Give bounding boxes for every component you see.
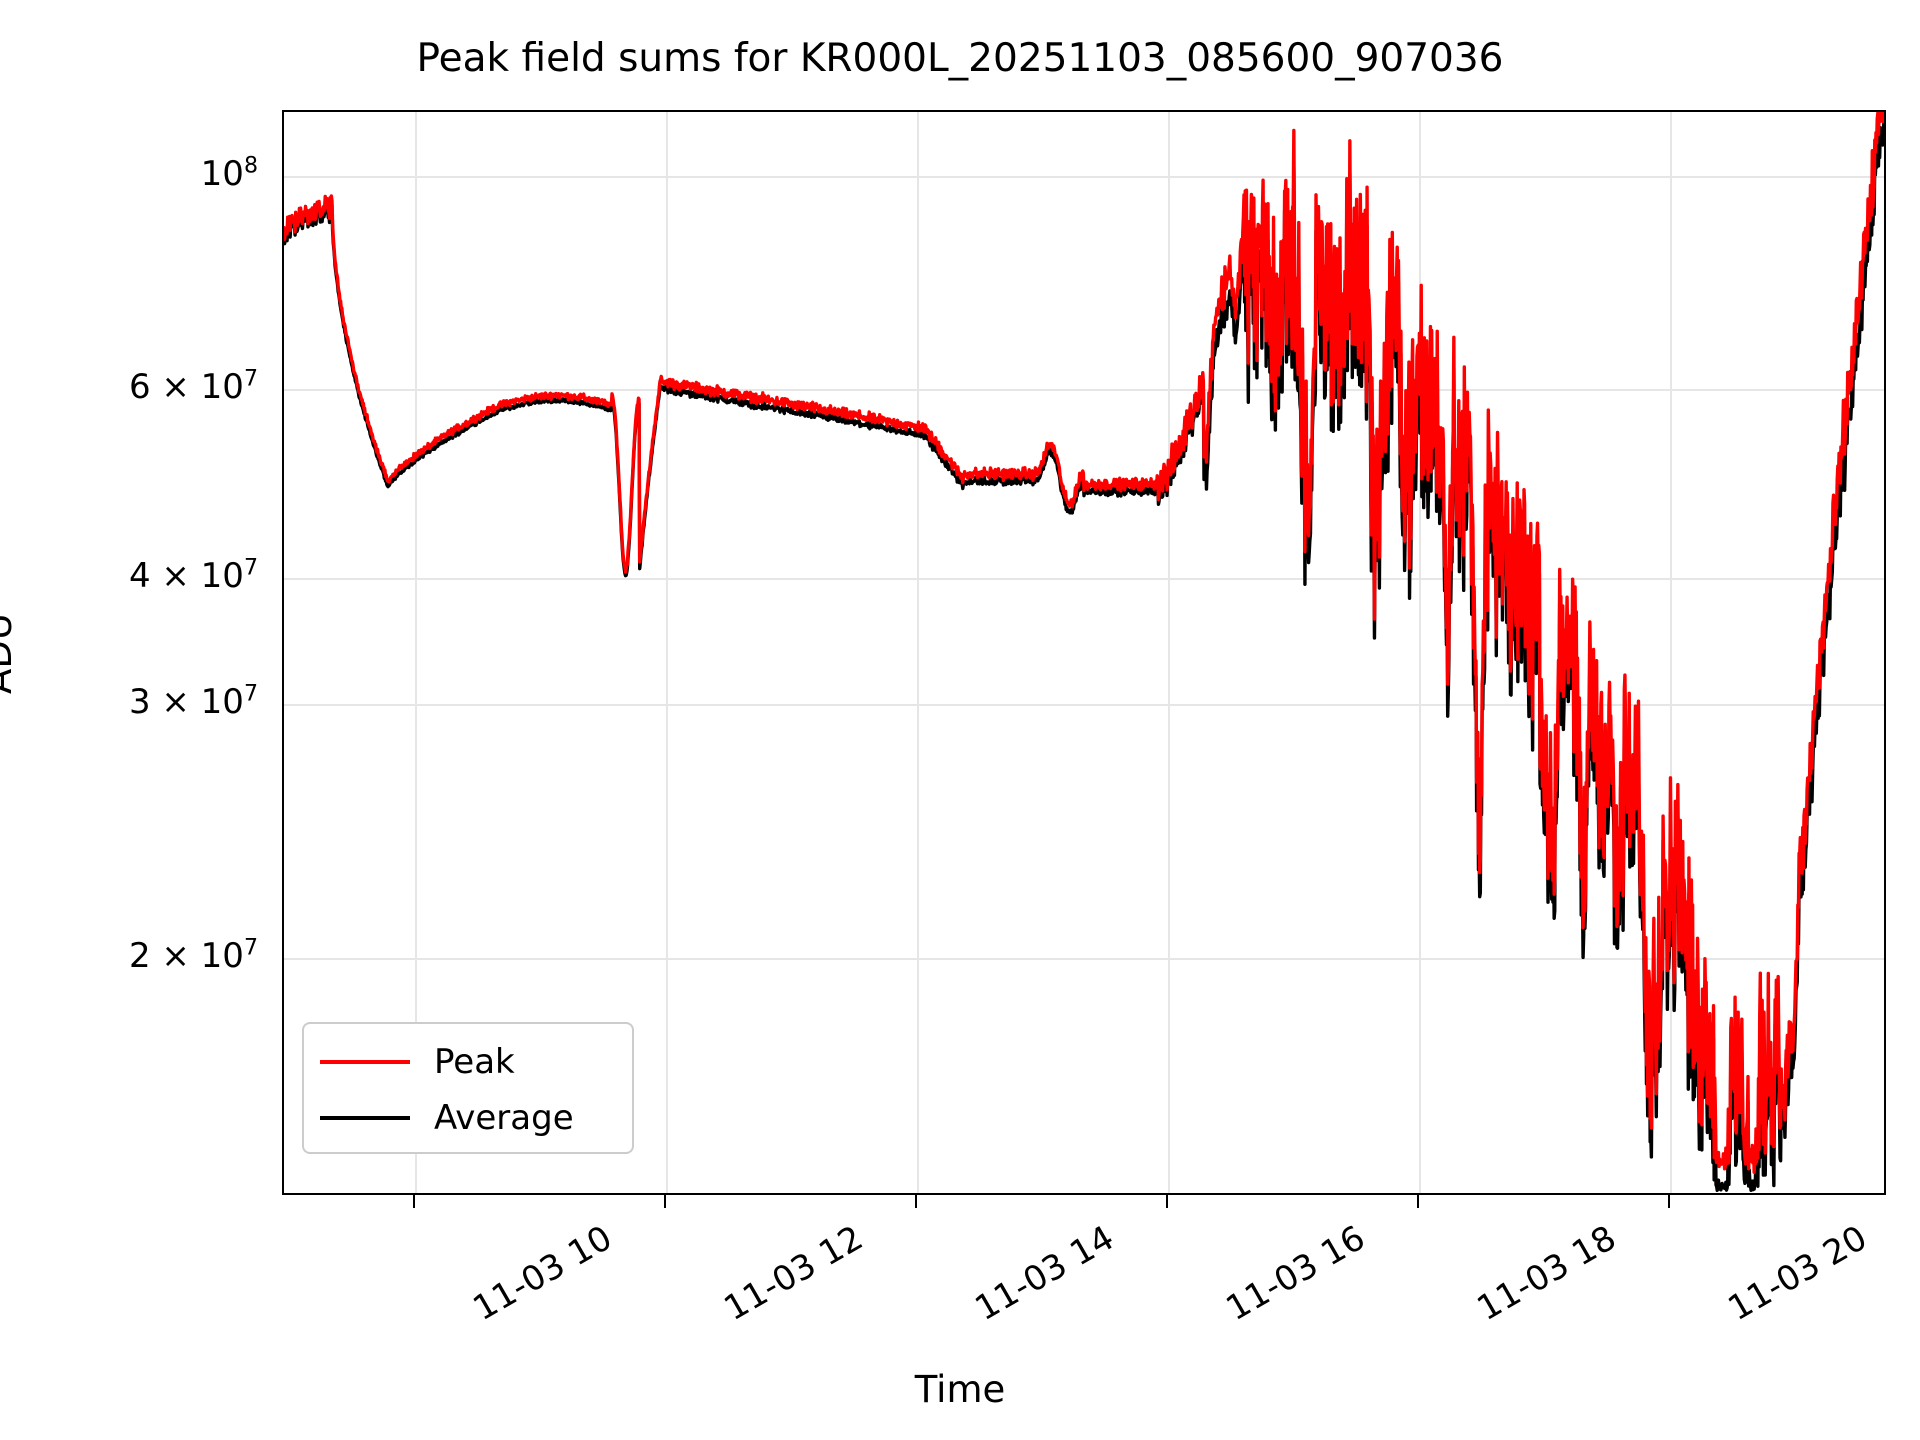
x-tick-mark <box>1668 1195 1671 1208</box>
x-tick-mark <box>1166 1195 1169 1208</box>
legend-entry-average: Average <box>304 1090 632 1146</box>
x-tick-label: 11-03 16 <box>1219 1218 1372 1330</box>
gridline-horizontal <box>284 389 1884 391</box>
gridline-horizontal <box>284 578 1884 580</box>
legend-entry-peak: Peak <box>304 1034 632 1090</box>
gridline-vertical <box>1419 112 1421 1193</box>
legend-swatch-average <box>320 1116 410 1120</box>
legend: Peak Average <box>302 1022 634 1154</box>
gridline-horizontal <box>284 176 1884 178</box>
gridline-vertical <box>1168 112 1170 1193</box>
legend-label-average: Average <box>434 1098 574 1138</box>
gridline-vertical <box>1670 112 1672 1193</box>
page-title: Peak field sums for KR000L_20251103_0856… <box>416 36 1504 81</box>
x-tick-label: 11-03 18 <box>1470 1218 1623 1330</box>
legend-label-peak: Peak <box>434 1042 515 1082</box>
gridline-vertical <box>666 112 668 1193</box>
y-tick-label: 6 × 107 <box>128 365 258 407</box>
gridline-vertical <box>415 112 417 1193</box>
x-tick-label: 11-03 12 <box>717 1218 870 1330</box>
y-axis-label: ADU <box>0 613 20 694</box>
y-tick-label: 2 × 107 <box>128 934 258 976</box>
y-tick-label: 108 <box>200 152 258 194</box>
gridline-vertical <box>917 112 919 1193</box>
x-tick-mark <box>1417 1195 1420 1208</box>
y-tick-label-group: 108 6 × 107 4 × 107 3 × 107 2 × 107 <box>110 110 258 1195</box>
y-tick-label: 3 × 107 <box>128 680 258 722</box>
x-tick-mark <box>664 1195 667 1208</box>
y-tick-label: 4 × 107 <box>128 554 258 596</box>
legend-swatch-peak <box>320 1060 410 1064</box>
x-tick-label: 11-03 10 <box>466 1218 619 1330</box>
x-tick-mark <box>413 1195 416 1208</box>
gridline-horizontal <box>284 704 1884 706</box>
series-canvas <box>284 112 1884 1193</box>
x-tick-label: 11-03 20 <box>1721 1218 1874 1330</box>
gridline-horizontal <box>284 958 1884 960</box>
plot-area <box>282 110 1886 1195</box>
x-axis-label: Time <box>914 1368 1006 1411</box>
x-tick-label: 11-03 14 <box>968 1218 1121 1330</box>
x-tick-mark <box>915 1195 918 1208</box>
series-line-peak <box>284 112 1884 1174</box>
